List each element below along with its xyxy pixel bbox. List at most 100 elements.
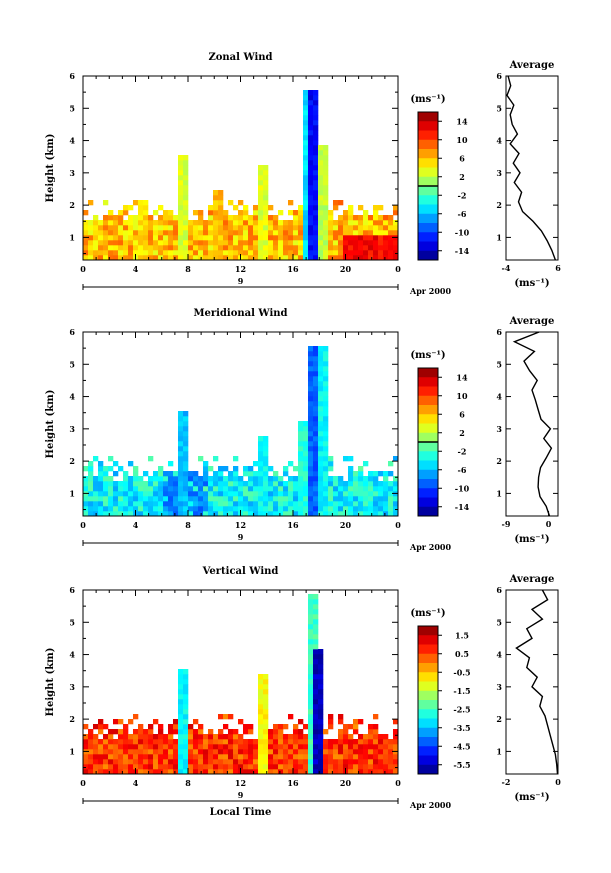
colorbar-tick-label: -6 xyxy=(458,465,467,475)
average-y-tick-label: 4 xyxy=(496,136,502,146)
average-x-label: (ms⁻¹) xyxy=(514,534,549,545)
colorbar-segment xyxy=(418,488,438,498)
x-tick-label: 0 xyxy=(395,520,401,530)
colorbar-tick-label: -2.5 xyxy=(453,704,470,714)
colorbar-tick-label: 6 xyxy=(459,409,465,419)
average-x-tick-label: -9 xyxy=(502,519,511,529)
average-frame xyxy=(505,331,559,517)
date-day-label: 9 xyxy=(238,790,244,800)
average-title: Average xyxy=(509,574,555,585)
colorbar-frame xyxy=(417,625,439,775)
colorbar-segment xyxy=(418,672,438,682)
panel-title: Zonal Wind xyxy=(208,52,272,63)
colorbar-segment xyxy=(418,469,438,480)
colorbar-segment xyxy=(418,423,438,434)
average-y-tick-label: 2 xyxy=(496,200,502,210)
average-y-tick-label: 6 xyxy=(496,71,502,81)
y-tick-label: 4 xyxy=(69,392,75,402)
average-x-tick-label: -2 xyxy=(502,777,511,787)
average-y-tick-label: 1 xyxy=(496,746,502,756)
average-title: Average xyxy=(509,60,555,71)
y-axis-label: Height (km) xyxy=(45,648,56,717)
colorbar-segment xyxy=(418,130,438,141)
y-tick-label: 1 xyxy=(69,488,75,498)
date-month-label: Apr 2000 xyxy=(409,800,452,810)
colorbar-segment xyxy=(418,451,438,461)
average-y-tick-label: 2 xyxy=(496,714,502,724)
x-tick-label: 4 xyxy=(133,520,139,530)
colorbar-tick-label: -3.5 xyxy=(453,723,470,733)
x-tick-label: 0 xyxy=(395,778,401,788)
colorbar-segment xyxy=(418,213,438,224)
date-day-label: 9 xyxy=(238,532,244,542)
colorbar-segment xyxy=(418,626,438,636)
average-y-tick-label: 4 xyxy=(496,650,502,660)
y-tick-label: 3 xyxy=(69,424,75,434)
colorbar-segment xyxy=(418,681,438,692)
y-tick-label: 1 xyxy=(69,746,75,756)
average-y-tick-label: 5 xyxy=(496,617,502,627)
colorbar-segment xyxy=(418,460,438,471)
date-month-label: Apr 2000 xyxy=(409,542,452,552)
colorbar-segment xyxy=(418,186,438,196)
average-frame xyxy=(505,589,559,775)
colorbar-segment xyxy=(418,232,438,242)
colorbar-segment xyxy=(418,149,438,159)
colorbar-segment xyxy=(418,368,438,378)
colorbar-segment xyxy=(418,690,438,701)
average-profile-line xyxy=(515,589,559,775)
colorbar-segment xyxy=(418,139,438,150)
colorbar-segment xyxy=(418,764,438,775)
colorbar-segment xyxy=(418,405,438,415)
heatmap-cells xyxy=(83,346,399,517)
x-tick-label: 0 xyxy=(80,264,86,274)
colorbar-segment xyxy=(418,223,438,233)
y-tick-label: 3 xyxy=(69,168,75,178)
colorbar-tick-label: 14 xyxy=(456,116,468,126)
average-profile-line xyxy=(506,75,557,261)
y-axis-label: Height (km) xyxy=(45,390,56,459)
x-tick-label: 20 xyxy=(340,264,352,274)
y-tick-label: 2 xyxy=(69,200,75,210)
x-tick-label: 8 xyxy=(185,264,191,274)
average-panel: Average 1 2 3 4 5 6 -2 0 (ms⁻¹) xyxy=(496,574,561,803)
x-tick-label: 4 xyxy=(133,264,139,274)
heatmap-cells xyxy=(83,594,399,775)
average-y-tick-label: 5 xyxy=(496,359,502,369)
x-tick-label: 0 xyxy=(80,778,86,788)
colorbar-tick-label: -14 xyxy=(455,502,470,512)
colorbar-segment xyxy=(418,479,438,489)
y-tick-label: 6 xyxy=(69,71,75,81)
colorbar-segment xyxy=(418,709,438,719)
average-x-label: (ms⁻¹) xyxy=(514,792,549,803)
average-frame xyxy=(505,75,559,261)
colorbar-tick-label: 10 xyxy=(456,135,468,145)
date-day-label: 9 xyxy=(238,276,244,286)
x-tick-label: 12 xyxy=(235,520,246,530)
average-y-tick-label: 5 xyxy=(496,103,502,113)
colorbar-tick-label: 2 xyxy=(459,172,465,182)
average-x-label: (ms⁻¹) xyxy=(514,278,549,289)
x-tick-label: 8 xyxy=(185,520,191,530)
colorbar-tick-label: -14 xyxy=(455,246,470,256)
colorbar-segment xyxy=(418,195,438,205)
x-tick-label: 0 xyxy=(80,520,86,530)
average-x-tick-label: -4 xyxy=(502,263,511,273)
y-tick-label: 2 xyxy=(69,714,75,724)
x-tick-label: 4 xyxy=(133,778,139,788)
colorbar-tick-label: -10 xyxy=(455,483,470,493)
y-tick-label: 5 xyxy=(69,359,75,369)
average-panel: Average 1 2 3 4 5 6 -4 6 (ms⁻¹) xyxy=(496,60,561,289)
average-x-tick-label: 0 xyxy=(546,519,552,529)
x-tick-label: 20 xyxy=(340,778,352,788)
colorbar-unit-label: (ms⁻¹) xyxy=(410,94,445,105)
colorbar-tick-label: 0.5 xyxy=(455,649,469,659)
colorbar-segment xyxy=(418,432,438,443)
x-tick-label: 0 xyxy=(395,264,401,274)
average-y-tick-label: 3 xyxy=(496,682,502,692)
y-tick-label: 3 xyxy=(69,682,75,692)
colorbar-tick-label: -2 xyxy=(458,190,467,200)
